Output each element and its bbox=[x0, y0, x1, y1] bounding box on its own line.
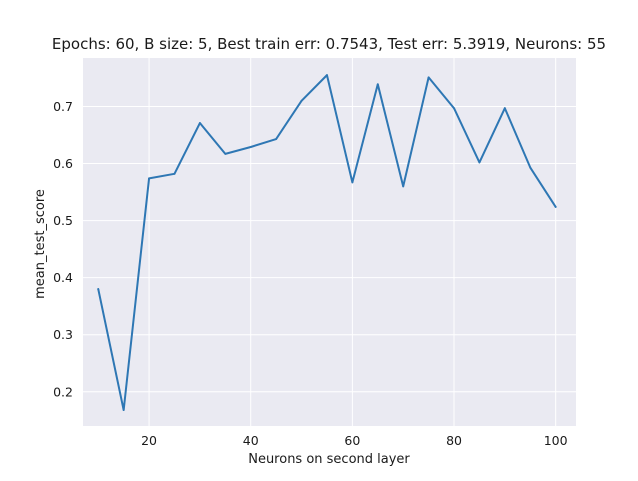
y-tick-label: 0.2 bbox=[53, 384, 73, 399]
x-tick-label: 40 bbox=[243, 433, 259, 448]
x-tick-label: 20 bbox=[141, 433, 157, 448]
data-point bbox=[97, 288, 100, 290]
data-point bbox=[351, 181, 354, 184]
plot-area bbox=[83, 58, 576, 426]
data-point bbox=[376, 83, 379, 86]
data-point bbox=[173, 172, 176, 175]
data-point bbox=[275, 138, 278, 140]
data-point bbox=[554, 206, 557, 208]
chart-title: Epochs: 60, B size: 5, Best train err: 0… bbox=[52, 35, 606, 53]
data-point bbox=[478, 161, 481, 164]
data-point bbox=[249, 146, 252, 148]
data-point bbox=[529, 166, 532, 169]
data-point bbox=[300, 99, 303, 102]
data-point bbox=[224, 152, 227, 155]
data-point bbox=[503, 107, 506, 110]
x-tick-label: 80 bbox=[446, 433, 462, 448]
x-tick-label: 100 bbox=[544, 433, 568, 448]
data-point bbox=[402, 185, 405, 188]
x-tick-label: 60 bbox=[344, 433, 360, 448]
series-layer bbox=[97, 74, 557, 412]
data-point bbox=[453, 107, 455, 110]
y-tick-label: 0.3 bbox=[53, 327, 73, 342]
x-tick-labels: 20 40 60 80 100 bbox=[141, 433, 568, 448]
data-point bbox=[198, 122, 201, 124]
y-tick-labels: 0.2 0.3 0.4 0.5 0.6 0.7 bbox=[53, 99, 73, 399]
data-point bbox=[148, 177, 150, 180]
data-point bbox=[326, 74, 328, 77]
x-gridlines bbox=[148, 58, 557, 426]
y-tick-label: 0.7 bbox=[53, 99, 73, 114]
data-point bbox=[122, 409, 125, 411]
data-point bbox=[427, 76, 430, 79]
y-tick-label: 0.5 bbox=[53, 213, 73, 228]
y-axis-label: mean_test_score bbox=[33, 189, 48, 299]
y-tick-label: 0.6 bbox=[53, 156, 73, 171]
x-axis-label: Neurons on second layer bbox=[248, 452, 410, 467]
y-tick-label: 0.4 bbox=[53, 270, 73, 285]
y-gridlines bbox=[83, 105, 576, 393]
